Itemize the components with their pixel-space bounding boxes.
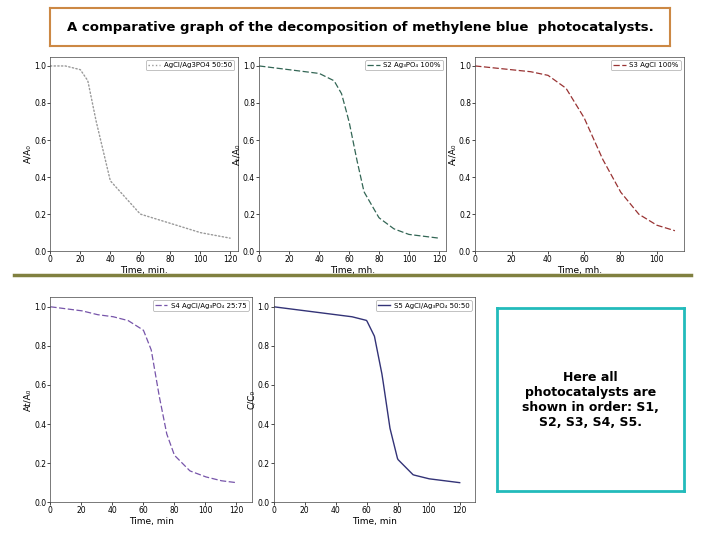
Y-axis label: A/A₀: A/A₀ — [24, 145, 32, 163]
X-axis label: Time, min: Time, min — [352, 517, 397, 526]
Y-axis label: Aₜ/A₀: Aₜ/A₀ — [233, 143, 241, 165]
Y-axis label: At/A₀: At/A₀ — [24, 388, 32, 411]
X-axis label: Time, mh.: Time, mh. — [557, 266, 602, 275]
Text: A comparative graph of the decomposition of methylene blue  photocatalysts.: A comparative graph of the decomposition… — [67, 21, 653, 33]
Legend: S4 AgCl/Ag₃PO₄ 25:75: S4 AgCl/Ag₃PO₄ 25:75 — [153, 300, 248, 310]
Y-axis label: Aₜ/A₀: Aₜ/A₀ — [449, 143, 457, 165]
Legend: S2 Ag₃PO₄ 100%: S2 Ag₃PO₄ 100% — [365, 60, 443, 70]
Legend: S3 AgCl 100%: S3 AgCl 100% — [611, 60, 680, 70]
Legend: S5 AgCl/Ag₃PO₄ 50:50: S5 AgCl/Ag₃PO₄ 50:50 — [376, 300, 472, 310]
Text: Here all
photocatalysts are
shown in order: S1,
S2, S3, S4, S5.: Here all photocatalysts are shown in ord… — [522, 370, 659, 429]
Legend: AgCl/Ag3PO4 50:50: AgCl/Ag3PO4 50:50 — [146, 60, 234, 70]
X-axis label: Time, min: Time, min — [129, 517, 174, 526]
X-axis label: Time, min.: Time, min. — [120, 266, 168, 275]
X-axis label: Time, mh.: Time, mh. — [330, 266, 375, 275]
Y-axis label: C/C₀: C/C₀ — [247, 390, 256, 409]
